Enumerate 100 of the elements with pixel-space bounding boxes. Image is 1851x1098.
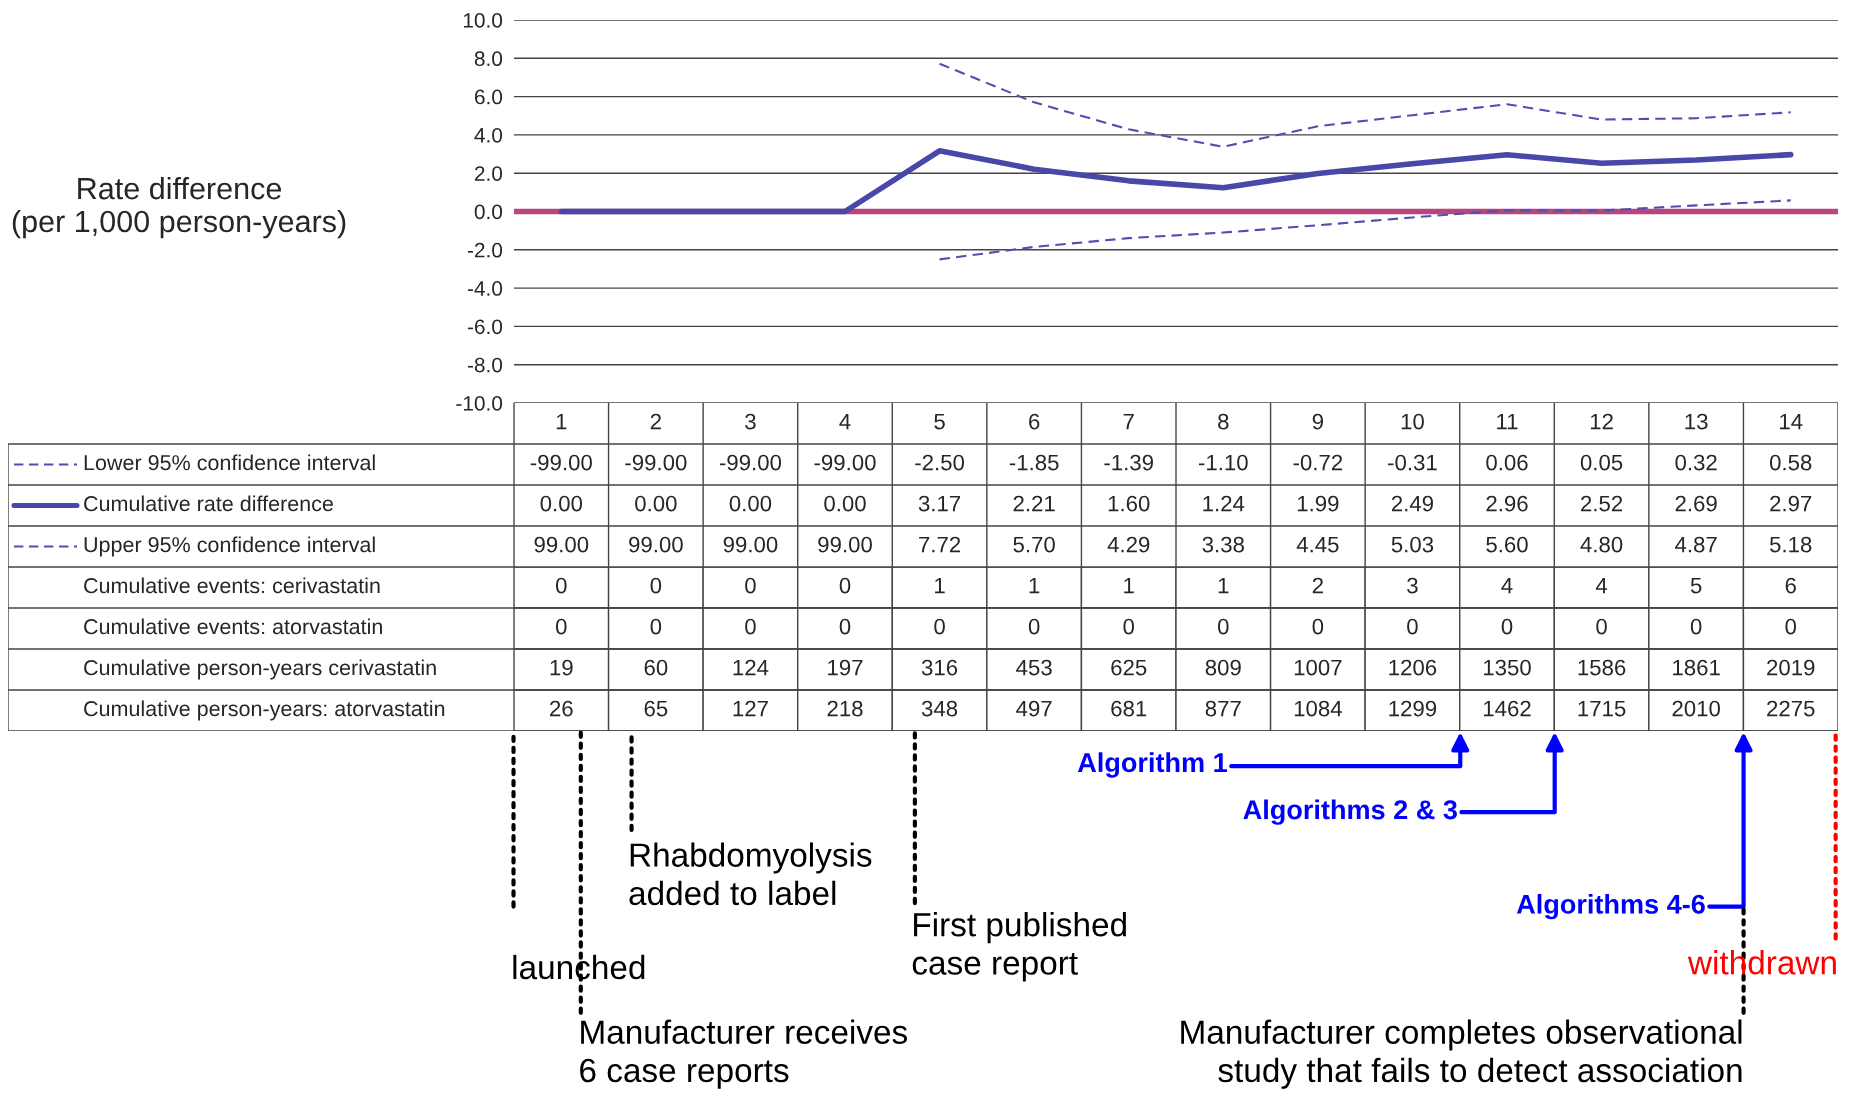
data-label: 0 bbox=[1690, 618, 1702, 635]
x-tick-label: 2 bbox=[650, 413, 661, 430]
data-label: 316 bbox=[921, 659, 958, 676]
data-label: 2 bbox=[1312, 577, 1323, 594]
data-label: 4.80 bbox=[1580, 536, 1623, 553]
y-tick-label: Cumulative events: cerivastatin bbox=[84, 577, 380, 594]
data-label: 60 bbox=[644, 659, 668, 676]
y-tick-label: -2.0 bbox=[467, 242, 503, 258]
data-label: 0 bbox=[1785, 618, 1797, 635]
line-series bbox=[938, 199, 1792, 261]
data-label: 0 bbox=[839, 577, 851, 594]
data-label: 2.96 bbox=[1486, 495, 1528, 512]
legend-label: Upper 95% confidence interval bbox=[84, 536, 375, 557]
data-label: 4.87 bbox=[1675, 536, 1717, 553]
data-label: -1.10 bbox=[1198, 454, 1248, 471]
data-label: 26 bbox=[550, 700, 573, 717]
data-label: 0 bbox=[839, 618, 851, 635]
y-tick-label: 6.0 bbox=[474, 89, 503, 105]
data-label: 1715 bbox=[1578, 700, 1626, 717]
data-label: 124 bbox=[733, 659, 769, 676]
data-label: 1.24 bbox=[1203, 495, 1245, 512]
x-tick-label: 8 bbox=[1218, 413, 1229, 430]
text: Algorithms 4-6 bbox=[1516, 893, 1705, 920]
data-label: 0 bbox=[555, 577, 567, 594]
data-label: 5.60 bbox=[1486, 536, 1528, 553]
data-label: 65 bbox=[644, 700, 668, 717]
data-label: 1007 bbox=[1294, 659, 1342, 676]
data-label: 3.17 bbox=[918, 495, 961, 512]
data-label: 1 bbox=[1218, 577, 1229, 594]
data-label: 0 bbox=[650, 577, 662, 594]
data-label: 0 bbox=[1028, 618, 1040, 635]
data-label: 4.29 bbox=[1107, 536, 1150, 553]
data-label: 0 bbox=[1596, 618, 1607, 635]
data-label: 4.45 bbox=[1296, 536, 1339, 553]
data-label: 2.52 bbox=[1581, 495, 1623, 512]
y-tick-label: Cumulative person-years: atorvastatin bbox=[84, 700, 445, 721]
x-tick-label: 1 bbox=[556, 413, 567, 430]
data-label: -0.72 bbox=[1293, 454, 1343, 471]
data-label: 0 bbox=[1407, 618, 1418, 635]
x-tick-label: 9 bbox=[1312, 413, 1323, 430]
data-label: 348 bbox=[921, 700, 958, 717]
data-label: 0.00 bbox=[635, 495, 677, 512]
x-tick-label: 7 bbox=[1123, 413, 1134, 430]
data-label: 681 bbox=[1111, 700, 1147, 717]
y-axis-title: Rate difference (per 1,000 person-years) bbox=[12, 176, 346, 239]
x-tick-label: 14 bbox=[1780, 413, 1803, 430]
data-label: 453 bbox=[1016, 659, 1052, 676]
data-label: 0 bbox=[1123, 618, 1135, 635]
data-label: 0 bbox=[1217, 618, 1229, 635]
data-label: -0.31 bbox=[1388, 454, 1437, 471]
line-series bbox=[938, 62, 1792, 148]
data-label: 2010 bbox=[1672, 700, 1720, 717]
y-tick-label: 4.0 bbox=[474, 127, 503, 143]
data-label: 497 bbox=[1016, 700, 1052, 717]
data-label: 0 bbox=[934, 618, 945, 635]
data-label: 0 bbox=[745, 577, 756, 594]
data-label: 2019 bbox=[1767, 659, 1815, 676]
data-label: 0.32 bbox=[1675, 454, 1717, 471]
data-label: -2.50 bbox=[915, 454, 965, 471]
y-tick-label: -10.0 bbox=[456, 396, 503, 411]
data-label: 1861 bbox=[1673, 659, 1720, 676]
data-label: 2.21 bbox=[1013, 495, 1055, 512]
data-label: 0.06 bbox=[1486, 454, 1528, 471]
data-label: 7.72 bbox=[919, 536, 961, 553]
text: 99.00 bbox=[629, 536, 683, 553]
text: First published case report bbox=[912, 912, 1126, 982]
text: launched bbox=[513, 954, 645, 980]
data-label: 0 bbox=[555, 618, 567, 635]
data-label: 5.03 bbox=[1391, 536, 1434, 553]
legend-label: Lower 95% confidence interval bbox=[84, 454, 375, 471]
data-label: 0.00 bbox=[729, 495, 772, 512]
text: Rhabdomyolysis added to label bbox=[629, 842, 872, 906]
data-label: -1.85 bbox=[1009, 454, 1059, 471]
data-label: 2275 bbox=[1767, 700, 1815, 717]
data-label: 6 bbox=[1785, 577, 1796, 594]
data-label: 1586 bbox=[1578, 659, 1626, 676]
text: Manufacturer receives 6 case reports bbox=[580, 1019, 907, 1089]
text: -99.00 bbox=[814, 454, 876, 471]
y-tick-label: 0.0 bbox=[474, 204, 503, 220]
data-label: 1 bbox=[1124, 577, 1134, 594]
data-label: 1350 bbox=[1483, 659, 1531, 676]
y-tick-label: Cumulative events: atorvastatin bbox=[84, 618, 382, 635]
data-label: 0 bbox=[650, 618, 662, 635]
data-label: 0.05 bbox=[1580, 454, 1623, 471]
data-label: 5.18 bbox=[1769, 536, 1812, 553]
data-label: 0 bbox=[745, 618, 756, 635]
data-label: 877 bbox=[1205, 700, 1241, 717]
x-tick-label: 13 bbox=[1685, 413, 1708, 430]
x-tick-label: 5 bbox=[934, 413, 945, 430]
data-label: 2.49 bbox=[1391, 495, 1433, 512]
data-label: 0 bbox=[1312, 618, 1324, 635]
data-label: 4 bbox=[1501, 577, 1513, 594]
data-label: 218 bbox=[827, 700, 863, 717]
x-tick-label: 3 bbox=[745, 413, 756, 430]
data-label: 809 bbox=[1205, 659, 1241, 676]
data-label: 19 bbox=[550, 659, 573, 676]
data-label: 3 bbox=[1407, 577, 1418, 594]
data-label: 1 bbox=[1029, 577, 1040, 594]
data-label: 5.70 bbox=[1013, 536, 1055, 553]
y-tick-label: -6.0 bbox=[467, 319, 503, 335]
